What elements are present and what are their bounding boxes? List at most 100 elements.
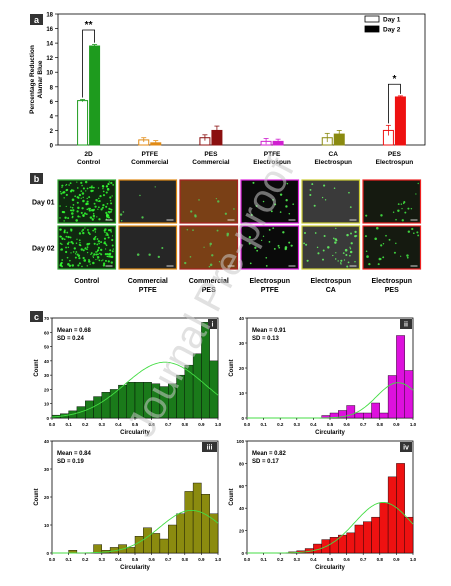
cell-dot <box>378 257 382 261</box>
cell-dot <box>111 244 114 247</box>
cell-dot <box>75 251 78 253</box>
cell-dot <box>85 213 88 215</box>
mean-label: Mean = 0.82 <box>252 451 287 457</box>
cell-dot <box>63 197 65 199</box>
cell-dot <box>346 265 349 268</box>
normal-fit-curve <box>52 509 219 554</box>
cell-dot <box>382 256 385 259</box>
y-axis-label-line1: Percentage Reduction <box>29 45 36 114</box>
cell-dot <box>104 241 106 243</box>
histogram-bar <box>346 405 356 419</box>
y-tick-label: 4 <box>50 114 54 120</box>
y-tick-label: 40 <box>239 506 245 511</box>
cell-dot <box>97 206 100 209</box>
cell-dot <box>148 253 151 256</box>
cell-dot <box>73 247 76 250</box>
cell-dot <box>415 193 417 195</box>
cell-dot <box>395 242 397 245</box>
cell-dot <box>349 206 352 208</box>
cell-dot <box>71 198 75 202</box>
x-tick-label: 0.1 <box>260 557 267 562</box>
cell-dot <box>108 181 110 183</box>
histogram-bar <box>143 527 152 554</box>
subpanel-label: iii <box>207 445 213 452</box>
cell-dot <box>340 263 342 265</box>
sd-label: SD = 0.13 <box>252 336 280 342</box>
micrograph-0-2 <box>179 179 239 224</box>
cell-dot <box>103 229 106 232</box>
cell-dot <box>102 264 106 267</box>
cell-dot <box>65 193 68 197</box>
cell-dot <box>69 182 72 185</box>
cell-dot <box>110 218 112 220</box>
y-tick-label: 0 <box>241 416 244 421</box>
y-tick-label: 20 <box>239 366 245 371</box>
y-tick-label: 40 <box>44 439 50 444</box>
x-tick-label: 1.0 <box>410 422 417 427</box>
x-tick-label: 0.8 <box>377 557 384 562</box>
x-tick-label: 0.6 <box>148 557 155 562</box>
cell-dot <box>72 204 75 206</box>
mean-label: Mean = 0.91 <box>252 328 287 334</box>
cell-dot <box>272 227 275 230</box>
cell-dot <box>110 208 113 211</box>
plot-frame <box>57 13 426 146</box>
x-tick-label-line1: 2D <box>84 151 93 158</box>
x-tick-label: 1.0 <box>410 557 417 562</box>
cell-dot <box>265 264 268 267</box>
x-tick-label: 0.3 <box>99 422 106 427</box>
cell-dot <box>72 209 75 212</box>
x-tick-label: 0.5 <box>327 422 334 427</box>
cell-dot <box>92 186 95 189</box>
cell-dot <box>86 200 89 203</box>
cell-dot <box>332 254 334 257</box>
x-tick-label: 0.3 <box>99 557 106 562</box>
cell-dot <box>305 243 308 246</box>
cell-dot <box>95 258 97 261</box>
y-axis-label: Count <box>34 488 40 505</box>
histogram-iv: 0.0 0.1 0.2 0.3 0.4 0.5 0.6 0.7 0.8 0.9 1.0 0 20 40 60… <box>229 439 417 571</box>
cell-dot <box>82 196 84 199</box>
micrograph-image <box>240 179 300 224</box>
cell-dot <box>60 235 63 238</box>
cell-dot <box>86 197 88 200</box>
cell-dot <box>406 254 409 257</box>
cell-dot <box>366 255 369 258</box>
histogram-bar <box>404 370 414 419</box>
x-tick-label: 0.7 <box>360 422 367 427</box>
cell-dot <box>59 191 62 193</box>
cell-dot <box>69 259 71 262</box>
cell-dot <box>406 256 409 259</box>
cell-dot <box>68 264 72 268</box>
histogram-bar <box>209 360 219 419</box>
x-axis-label: Circularity <box>120 430 150 436</box>
sd-label: SD = 0.24 <box>57 336 85 342</box>
cell-dot <box>101 206 104 209</box>
cell-dot <box>392 211 395 214</box>
cell-dot <box>101 260 103 262</box>
cell-dot <box>75 219 78 222</box>
cell-dot <box>90 186 93 189</box>
cell-dot <box>109 200 112 202</box>
cell-dot <box>349 250 353 254</box>
normal-fit-curve <box>247 501 414 554</box>
histogram-bar <box>101 392 111 419</box>
cell-dot <box>400 255 402 257</box>
cell-dot <box>306 259 309 262</box>
micrograph-image <box>362 225 422 270</box>
cell-dot <box>84 227 86 229</box>
cell-dot <box>410 208 413 210</box>
cell-dot <box>85 190 87 192</box>
cell-dot <box>83 212 87 215</box>
cell-dot <box>81 265 83 268</box>
cell-dot <box>97 200 99 203</box>
x-tick-label: 0.0 <box>49 422 56 427</box>
histogram-bar <box>84 400 94 419</box>
cell-dot <box>77 255 80 258</box>
cell-dot <box>401 219 404 222</box>
cell-dot <box>337 260 339 262</box>
cell-dot <box>89 216 93 219</box>
y-axis-label: Percentage ReductionAlamar Blue <box>29 45 44 114</box>
cell-dot <box>119 213 123 216</box>
histogram-bar <box>167 524 177 554</box>
